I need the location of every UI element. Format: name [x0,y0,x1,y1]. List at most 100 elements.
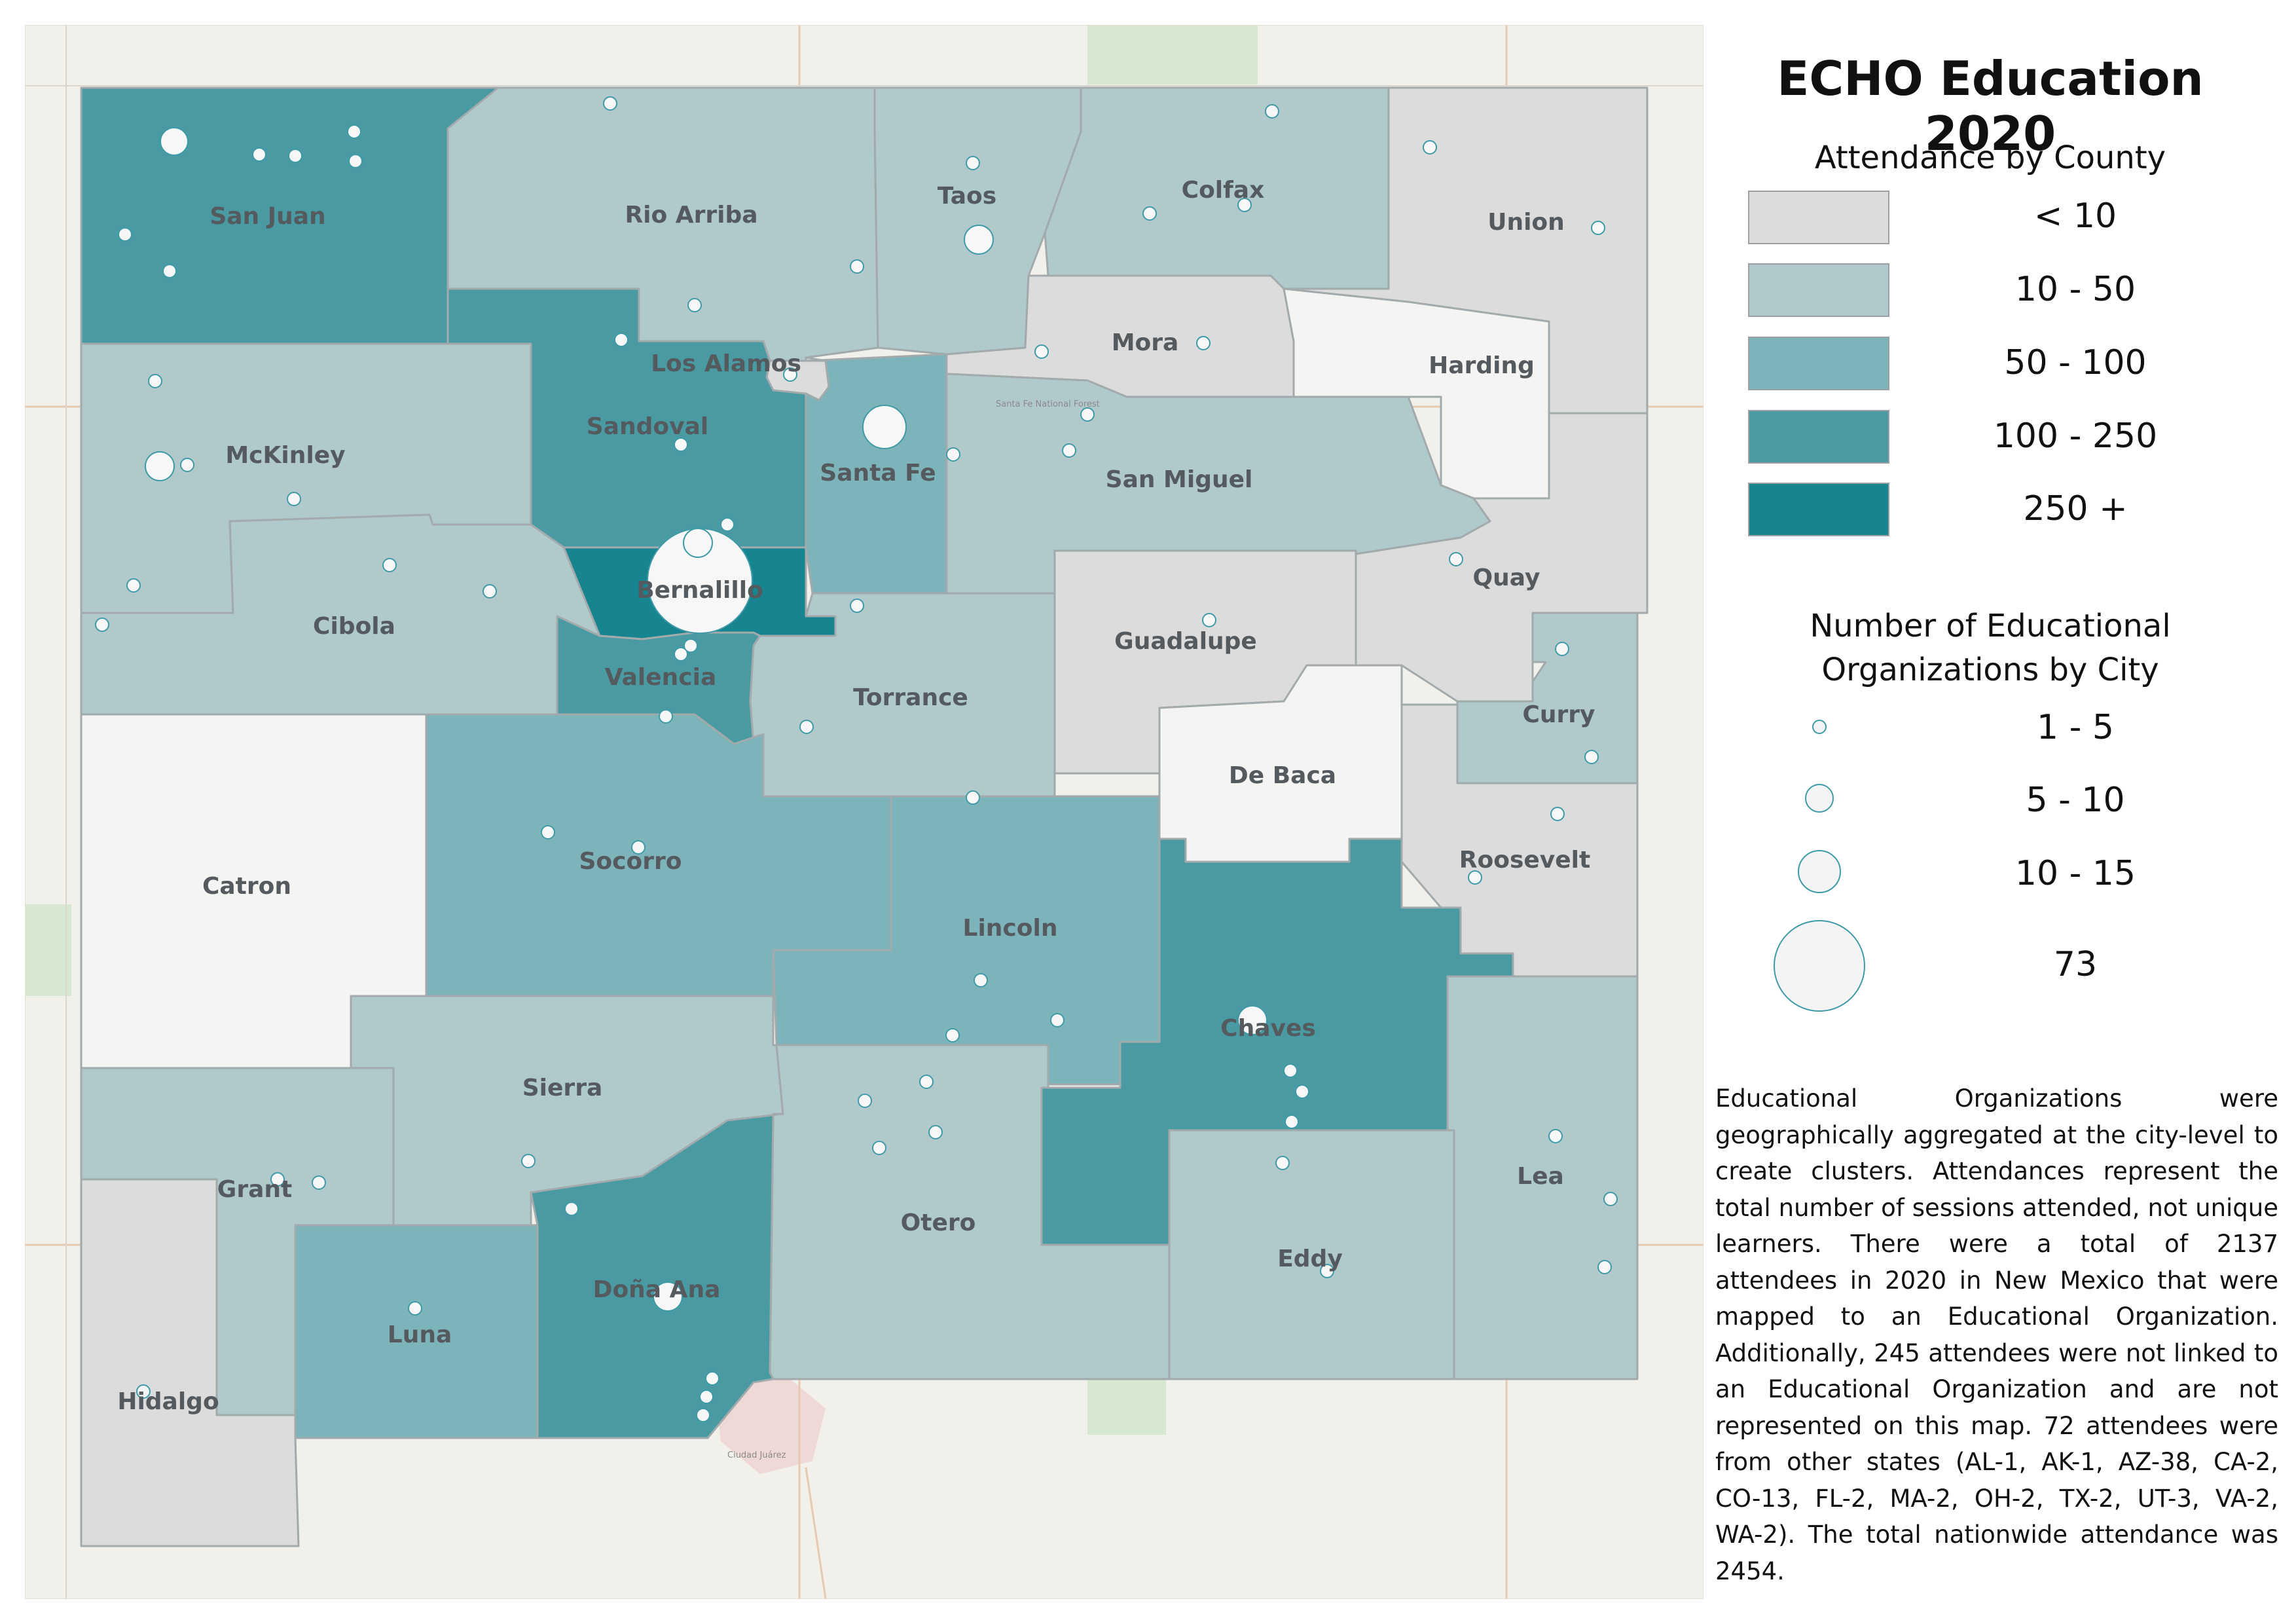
city-circle[interactable] [1237,198,1252,212]
city-circle[interactable] [699,1390,714,1404]
city-circle[interactable] [720,517,735,532]
county-label-san-juan: San Juan [210,203,325,230]
city-circle[interactable] [270,1172,285,1187]
city-circle[interactable] [705,1371,720,1386]
city-circle[interactable] [95,618,109,632]
city-circle[interactable] [408,1301,422,1316]
city-circle[interactable] [783,367,797,382]
city-circle[interactable] [862,405,907,449]
city-circle[interactable] [564,1202,579,1216]
county-label-taos: Taos [938,183,996,210]
city-circle[interactable] [1080,407,1095,422]
city-circle[interactable] [966,156,980,170]
new-mexico-map[interactable]: San Juan Rio Arriba Taos Colfax Union Mo… [26,26,1703,1598]
city-circle[interactable] [312,1175,326,1190]
county-label-sierra: Sierra [522,1075,602,1101]
city-circle[interactable] [1423,140,1437,155]
city-circle[interactable] [160,127,189,156]
city-circle[interactable] [541,825,555,840]
city-circle[interactable] [252,147,266,162]
city-circle[interactable] [1202,613,1216,627]
city-circle[interactable] [1062,443,1076,458]
city-circle[interactable] [1591,221,1605,235]
city-circle[interactable] [1285,1115,1299,1129]
city-circle[interactable] [850,599,864,613]
city-circle[interactable] [946,447,960,462]
city-circle[interactable] [683,528,713,558]
city-circle[interactable] [382,558,397,572]
county-label-valencia: Valencia [605,664,717,691]
city-circle[interactable] [1449,552,1463,566]
city-circle[interactable] [1597,1260,1612,1274]
city-circle[interactable] [148,374,162,388]
city-circle[interactable] [872,1141,886,1155]
city-circle[interactable] [850,259,864,274]
city-circle[interactable] [1034,344,1049,359]
county-label-los-alamos: Los Alamos [651,350,801,377]
city-circle[interactable] [966,790,980,805]
city-circle[interactable] [483,584,497,599]
city-circle[interactable] [118,227,132,242]
city-circle[interactable] [1603,1192,1618,1206]
county-label-otero: Otero [901,1209,976,1236]
map-frame[interactable]: San Juan Rio Arriba Taos Colfax Union Mo… [25,25,1704,1599]
county-label-de-baca: De Baca [1229,762,1336,789]
county-label-guadalupe: Guadalupe [1114,628,1257,655]
legend-circle-1-5 [1812,720,1827,734]
city-circle[interactable] [653,1282,683,1312]
city-circle[interactable] [919,1075,934,1089]
city-circle[interactable] [1468,870,1482,885]
city-circle[interactable] [603,96,617,111]
city-circle[interactable] [674,437,688,452]
city-circle[interactable] [799,720,814,734]
city-circle[interactable] [162,264,177,278]
county-label-curry: Curry [1522,701,1595,728]
city-circle[interactable] [687,298,702,312]
county-label-sandoval: Sandoval [587,413,708,440]
county-hidalgo[interactable] [80,1178,300,1547]
city-circle[interactable] [1237,1005,1267,1035]
city-circle[interactable] [1555,642,1569,656]
city-circle[interactable] [1196,336,1211,350]
basemap-park-area [1087,26,1258,84]
county-label-chaves: Chaves [1220,1015,1316,1042]
city-circle[interactable] [683,638,698,653]
city-circle[interactable] [928,1125,943,1139]
city-circle[interactable] [614,333,629,347]
city-circle[interactable] [1320,1264,1334,1278]
city-circle[interactable] [288,149,302,163]
city-circle[interactable] [1275,1156,1290,1170]
city-circle[interactable] [126,578,141,593]
city-circle[interactable] [1584,750,1599,764]
city-circle[interactable] [145,451,175,481]
city-circle[interactable] [945,1028,960,1043]
legend-label-250-plus: 250 + [2023,489,2128,528]
city-circle[interactable] [348,154,363,168]
city-circle[interactable] [696,1408,710,1422]
city-circle[interactable] [1142,206,1157,221]
city-circle[interactable] [964,225,994,255]
city-circle[interactable] [974,973,988,987]
city-circle[interactable] [1283,1063,1298,1078]
county-label-quay: Quay [1473,564,1540,591]
city-circle[interactable] [287,492,301,506]
city-circle[interactable] [631,840,646,855]
basemap-park-area [26,904,71,996]
city-circle[interactable] [858,1094,872,1108]
basemap-label-forest: Santa Fe National Forest [996,399,1100,409]
city-circle[interactable] [659,709,673,724]
legend-circle-73 [1774,920,1865,1012]
city-circle[interactable] [347,124,361,139]
city-circle[interactable] [1295,1084,1309,1099]
city-circle[interactable] [1550,807,1565,821]
county-curry[interactable] [1456,612,1639,784]
city-circle[interactable] [521,1154,536,1168]
city-circle[interactable] [1548,1129,1563,1143]
city-circle[interactable] [1050,1013,1065,1027]
city-circle[interactable] [1265,104,1279,119]
city-circle[interactable] [136,1384,151,1399]
county-eddy[interactable] [1168,1129,1455,1380]
city-circle[interactable] [674,647,688,661]
county-label-socorro: Socorro [579,848,682,875]
city-circle[interactable] [180,458,194,472]
